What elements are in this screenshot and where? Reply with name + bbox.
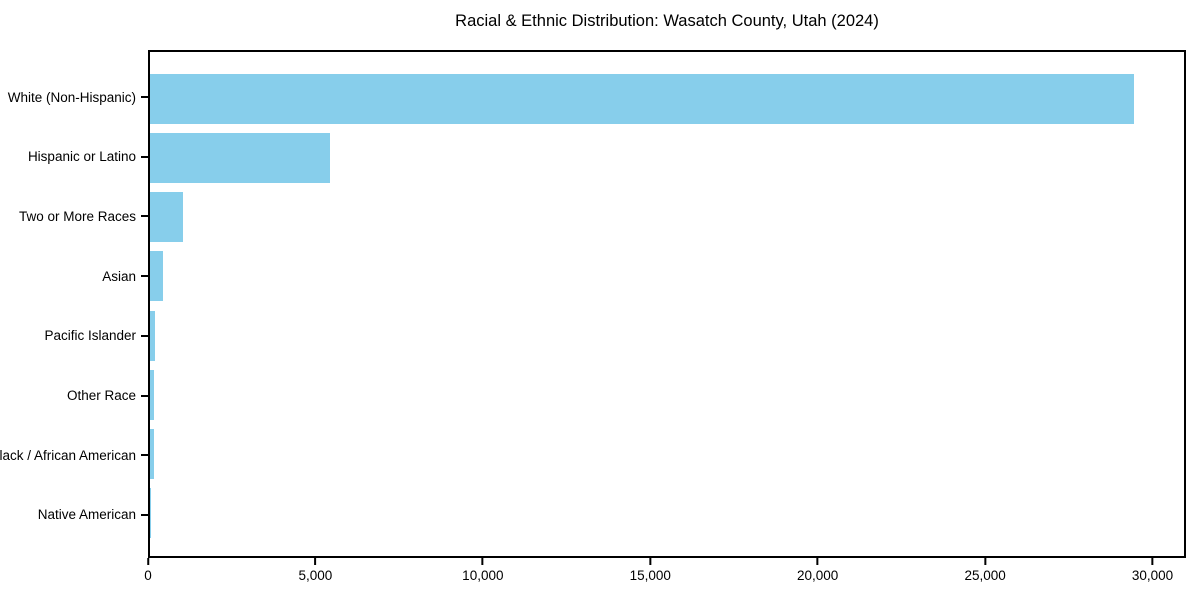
y-row-white-non-hispanic: White (Non-Hispanic) xyxy=(0,72,148,122)
y-row-hispanic-or-latino: Hispanic or Latino xyxy=(0,132,148,182)
y-row-pacific-islander: Pacific Islander xyxy=(0,311,148,361)
y-tick-mark xyxy=(141,215,148,218)
x-axis-tick-label: 5,000 xyxy=(298,568,333,583)
x-axis-tick-label: 30,000 xyxy=(1131,568,1174,583)
bar-row-two-or-more-races xyxy=(150,192,1184,243)
y-axis-label-white-non-hispanic: White (Non-Hispanic) xyxy=(7,89,136,105)
y-row-native-american: Native American xyxy=(0,490,148,540)
x-tick-group: 25,000 xyxy=(964,558,1006,583)
x-tick-mark xyxy=(146,558,149,565)
y-tick-mark xyxy=(141,513,148,516)
y-tick-mark xyxy=(141,454,148,457)
bar-row-native-american xyxy=(150,487,1184,538)
bar-row-hispanic-or-latino xyxy=(150,133,1184,184)
bar-native-american xyxy=(150,487,151,538)
plot-area xyxy=(148,50,1186,558)
y-row-black-african-american: Black / African American xyxy=(0,430,148,480)
y-axis-label-black-african-american: Black / African American xyxy=(0,447,136,463)
y-row-two-or-more-races: Two or More Races xyxy=(0,191,148,241)
x-axis-tick-label: 10,000 xyxy=(462,568,504,583)
x-tick-mark xyxy=(984,558,987,565)
x-axis-tick-label: 0 xyxy=(144,568,152,583)
x-axis-tick-label: 20,000 xyxy=(797,568,839,583)
y-tick-mark xyxy=(141,275,148,278)
y-tick-mark xyxy=(141,96,148,98)
y-row-asian: Asian xyxy=(0,251,148,301)
x-tick-group: 5,000 xyxy=(298,558,333,583)
x-tick-mark xyxy=(481,558,484,565)
bar-row-white-non-hispanic xyxy=(150,74,1184,124)
bar-pacific-islander xyxy=(150,310,156,361)
bar-row-asian xyxy=(150,251,1184,302)
bar-asian xyxy=(150,251,164,302)
y-row-other-race: Other Race xyxy=(0,371,148,421)
x-tick-group: 15,000 xyxy=(630,558,671,583)
y-axis-label-hispanic-or-latino: Hispanic or Latino xyxy=(27,149,136,165)
x-tick-mark xyxy=(816,558,819,565)
bar-hispanic-or-latino xyxy=(150,133,331,184)
bar-row-black-african-american xyxy=(150,428,1184,479)
y-tick-mark xyxy=(141,394,148,397)
bar-black-african-american xyxy=(150,428,154,479)
x-tick-mark xyxy=(314,558,317,565)
bars-layer xyxy=(150,52,1184,556)
x-tick-group: 0 xyxy=(144,558,152,583)
bar-white-non-hispanic xyxy=(150,74,1134,124)
x-axis-tick-label: 15,000 xyxy=(629,568,671,583)
bar-two-or-more-races xyxy=(150,192,184,243)
y-tick-mark xyxy=(141,334,148,337)
x-tick-mark xyxy=(1151,558,1154,565)
y-axis-label-pacific-islander: Pacific Islander xyxy=(44,328,136,344)
bar-row-pacific-islander xyxy=(150,310,1184,361)
bar-other-race xyxy=(150,369,155,420)
y-axis-label-asian: Asian xyxy=(102,268,136,284)
y-axis-labels: White (Non-Hispanic) Hispanic or Latino Tw… xyxy=(0,50,148,558)
x-tick-group: 20,000 xyxy=(797,558,838,583)
y-tick-mark xyxy=(141,155,148,158)
x-axis-tick-label: 25,000 xyxy=(964,568,1006,583)
x-axis: 0 5,000 10,000 15,000 20,000 25,000 30,000 xyxy=(144,558,1186,592)
x-tick-mark xyxy=(649,558,652,565)
chart-title: Racial & Ethnic Distribution: Wasatch Co… xyxy=(455,12,879,30)
y-axis-label-two-or-more-races: Two or More Races xyxy=(18,208,136,224)
x-tick-group: 10,000 xyxy=(462,558,503,583)
x-tick-group: 30,000 xyxy=(1132,558,1173,583)
y-axis-label-other-race: Other Race xyxy=(66,388,136,404)
y-axis-label-native-american: Native American xyxy=(37,507,136,523)
bar-row-other-race xyxy=(150,369,1184,420)
